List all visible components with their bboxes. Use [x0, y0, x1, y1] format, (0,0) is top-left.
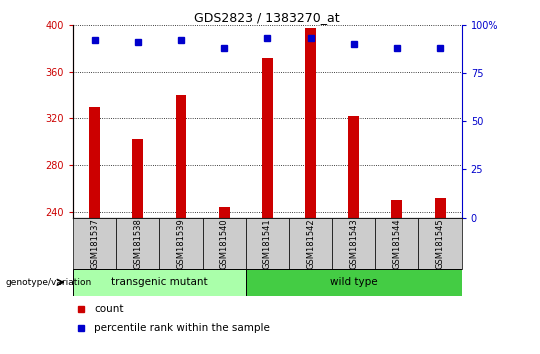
Bar: [289, 218, 332, 269]
Bar: [73, 218, 116, 269]
Bar: [418, 218, 462, 269]
Bar: [262, 57, 273, 218]
Text: GSM181540: GSM181540: [220, 218, 228, 269]
Text: GSM181542: GSM181542: [306, 218, 315, 269]
Text: GSM181541: GSM181541: [263, 218, 272, 269]
Text: count: count: [94, 304, 124, 314]
Text: GSM181545: GSM181545: [436, 218, 444, 269]
Text: GSM181539: GSM181539: [177, 218, 185, 269]
Text: GSM181537: GSM181537: [90, 218, 99, 269]
Bar: [435, 198, 446, 218]
Bar: [202, 218, 246, 269]
Bar: [219, 207, 230, 218]
Bar: [392, 200, 402, 218]
Text: genotype/variation: genotype/variation: [5, 278, 92, 287]
Bar: [246, 218, 289, 269]
Text: wild type: wild type: [330, 277, 377, 287]
Bar: [305, 28, 316, 218]
Text: percentile rank within the sample: percentile rank within the sample: [94, 323, 270, 333]
Text: GSM181543: GSM181543: [349, 218, 358, 269]
Bar: [332, 218, 375, 269]
Bar: [89, 107, 100, 218]
Text: transgenic mutant: transgenic mutant: [111, 277, 207, 287]
Text: GSM181544: GSM181544: [393, 218, 401, 269]
Bar: [132, 139, 143, 218]
Bar: [176, 95, 186, 218]
Title: GDS2823 / 1383270_at: GDS2823 / 1383270_at: [194, 11, 340, 24]
Bar: [348, 116, 359, 218]
Text: GSM181538: GSM181538: [133, 218, 142, 269]
Bar: [73, 269, 246, 296]
Bar: [159, 218, 202, 269]
Bar: [246, 269, 462, 296]
Bar: [375, 218, 418, 269]
Bar: [116, 218, 159, 269]
